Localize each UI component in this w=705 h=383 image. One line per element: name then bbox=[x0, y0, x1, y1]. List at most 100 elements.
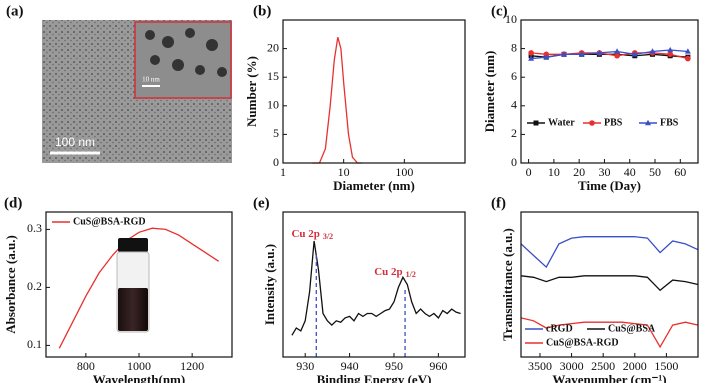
x-axis-label: Wavelength(nm) bbox=[93, 372, 185, 383]
y-axis-label: Intensity (a.u.) bbox=[262, 244, 277, 325]
particles bbox=[145, 28, 227, 77]
y-tick-label: 5 bbox=[273, 126, 279, 140]
x-tick-label: 800 bbox=[77, 359, 95, 373]
y-tick-label: 10 bbox=[267, 98, 279, 112]
peak-annotation: Cu 2p 3/2 bbox=[291, 228, 333, 241]
legend-marker bbox=[533, 120, 539, 126]
legend-label: CuS@BSA-RGD bbox=[546, 337, 619, 348]
plot-frame bbox=[282, 19, 466, 164]
x-tick-label: 1500 bbox=[654, 359, 678, 373]
panel-label: (f) bbox=[491, 195, 506, 211]
y-axis-label: Absorbance (a.u.) bbox=[3, 235, 18, 334]
panel-label: (e) bbox=[253, 195, 270, 211]
x-tick-label: 2500 bbox=[591, 359, 615, 373]
y-tick-label: 4 bbox=[511, 98, 517, 112]
x-tick-label: 1000 bbox=[127, 359, 151, 373]
x-tick-label: 940 bbox=[341, 359, 359, 373]
y-tick-label: 0.1 bbox=[27, 337, 42, 351]
point bbox=[614, 48, 621, 54]
legend-label: cRGD bbox=[546, 323, 573, 334]
x-tick-label: 40 bbox=[624, 165, 636, 179]
y-tick-label: 0.2 bbox=[27, 279, 42, 293]
series-line bbox=[311, 37, 362, 164]
x-tick-label: 930 bbox=[296, 359, 314, 373]
peak-name: Cu 2p bbox=[291, 228, 319, 240]
point bbox=[528, 55, 535, 61]
x-tick-label: 10 bbox=[548, 165, 560, 179]
panel-a: 10 nm 100 nm (a) bbox=[6, 3, 232, 163]
x-tick-label: 30 bbox=[598, 165, 610, 179]
x-axis-label: Binding Energy (eV) bbox=[317, 372, 432, 383]
series-line bbox=[58, 227, 220, 349]
series-line bbox=[520, 236, 699, 269]
x-tick-label: 100 bbox=[395, 165, 413, 179]
panel: (c) 0 10 20 30 40 50 60 0 2 4 6 8 10 Time (Day) Diamete… bbox=[482, 3, 699, 193]
plot-area bbox=[58, 227, 220, 349]
x-tick-label: 1200 bbox=[180, 359, 204, 373]
x-axis-label: Time (Day) bbox=[578, 178, 641, 193]
x-tick-label: 20 bbox=[573, 165, 585, 179]
point bbox=[631, 51, 638, 57]
y-tick-label: 15 bbox=[267, 69, 279, 83]
legend-marker bbox=[645, 119, 651, 126]
series-line bbox=[531, 49, 688, 60]
y-tick-label: 20 bbox=[267, 40, 279, 54]
plot-frame bbox=[45, 211, 233, 358]
x-tick-label: 3500 bbox=[528, 359, 552, 373]
legend-label: PBS bbox=[604, 117, 623, 128]
inset-scale-text: 10 nm bbox=[142, 76, 160, 84]
plot-frame bbox=[520, 211, 699, 358]
panel-label: (a) bbox=[6, 3, 24, 19]
y-tick-label: 10 bbox=[505, 12, 517, 26]
point bbox=[685, 55, 691, 62]
y-tick-label: 6 bbox=[511, 69, 517, 83]
x-tick-label: 950 bbox=[385, 359, 403, 373]
panel-label: (c) bbox=[491, 3, 508, 19]
series-line bbox=[531, 52, 689, 60]
y-tick-label: 0 bbox=[511, 155, 517, 169]
legend-label: Water bbox=[548, 117, 575, 128]
x-axis-label: Diameter (nm) bbox=[333, 178, 415, 193]
panel-label: (d) bbox=[4, 195, 22, 211]
plot-frame bbox=[282, 211, 466, 358]
panel: (b) 1 10 100 0 5 10 15 20 Diameter (nm) Number (%) bbox=[244, 3, 466, 193]
x-tick-label: 1 bbox=[280, 165, 286, 179]
point bbox=[684, 48, 691, 54]
point bbox=[578, 51, 585, 57]
series-line bbox=[520, 317, 699, 349]
plot-frame bbox=[520, 19, 699, 164]
legend-label: FBS bbox=[660, 117, 679, 128]
plot-area bbox=[520, 236, 699, 349]
point bbox=[667, 46, 674, 53]
x-tick-label: 3000 bbox=[560, 359, 584, 373]
panel-label: (b) bbox=[253, 3, 271, 19]
peak-sub: 1/2 bbox=[406, 270, 416, 279]
y-tick-label: 2 bbox=[511, 126, 517, 140]
plot-area bbox=[311, 37, 362, 164]
y-axis-label: Diameter (nm) bbox=[482, 51, 497, 133]
y-axis-label: Number (%) bbox=[244, 56, 259, 127]
series-line bbox=[520, 275, 699, 292]
point bbox=[667, 51, 673, 58]
legend-marker bbox=[589, 120, 595, 126]
x-tick-label: 0 bbox=[526, 165, 532, 179]
panel: (d) 800 1000 1200 0.1 0.2 0.3 Wavelength(nm) Abs… bbox=[3, 195, 233, 383]
y-tick-label: 8 bbox=[511, 40, 517, 54]
point bbox=[560, 51, 567, 57]
x-tick-label: 50 bbox=[649, 165, 661, 179]
plot-area bbox=[291, 240, 461, 336]
peak-name: Cu 2p bbox=[374, 266, 402, 278]
y-axis-label: Transmittance (a.u.) bbox=[500, 228, 515, 341]
y-tick-label: 0 bbox=[273, 155, 279, 169]
x-tick-label: 2000 bbox=[623, 359, 647, 373]
plot-area bbox=[528, 46, 691, 62]
legend-label: CuS@BSA-RGD bbox=[73, 216, 146, 227]
scale-text: 100 nm bbox=[55, 135, 95, 149]
point bbox=[614, 52, 620, 59]
y-tick-label: 0.3 bbox=[27, 221, 42, 235]
point bbox=[596, 49, 603, 56]
x-axis-label: Wavenumber (cm⁻¹) bbox=[552, 372, 666, 383]
